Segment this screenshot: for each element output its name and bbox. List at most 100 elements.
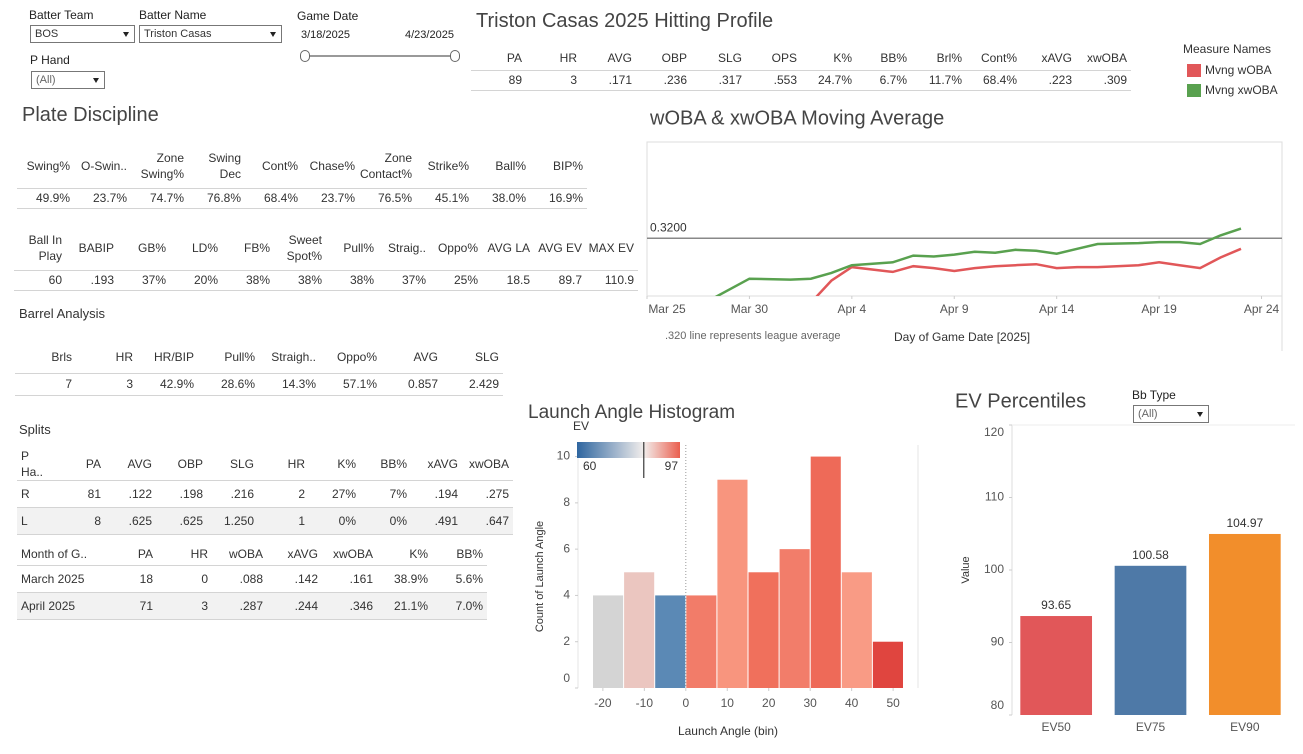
filter-label: Batter Team	[29, 8, 94, 22]
table-header: P Ha..	[21, 449, 44, 479]
table-cell: 38.0%	[491, 191, 526, 205]
table-header: BABIP	[78, 240, 114, 255]
table-cell: 3	[201, 598, 208, 613]
table: Month of G.. PA HR wOBA xAVG xwOBA K% BB% March …	[17, 543, 487, 620]
y-axis-label: Count of Launch Angle	[534, 521, 546, 632]
slider-handle[interactable]	[450, 50, 460, 62]
table-cell: .171	[608, 73, 632, 87]
section-title: Plate Discipline	[22, 104, 159, 126]
legend-swatch	[1187, 84, 1201, 97]
table-header: Straigh..	[271, 349, 316, 364]
table-header: OBP	[177, 457, 203, 471]
table-header: HR/BIP	[153, 349, 194, 364]
table-cell: 68.4%	[263, 191, 298, 205]
filter-label: Game Date	[297, 9, 359, 23]
table-cell: .236	[663, 73, 687, 87]
legend-title: EV	[573, 419, 589, 433]
chart-title: wOBA & xwOBA Moving Average	[649, 107, 944, 129]
table-cell: .198	[179, 487, 203, 501]
x-tick-label: 20	[762, 696, 776, 710]
value-label: 100.58	[1132, 548, 1169, 562]
slider-handle[interactable]	[300, 50, 310, 62]
table-header: BB%	[880, 50, 907, 65]
filter-label: Bb Type	[1132, 388, 1176, 402]
table-header: AVG	[127, 457, 152, 471]
x-tick-label: Mar 25	[648, 302, 686, 316]
table-header: SLG	[229, 457, 254, 471]
table-cell: 81	[87, 487, 101, 501]
table-row: April 2025 71 3 .287 .244 .346 21.1% 7.0%	[17, 592, 487, 619]
table-cell: 18.5	[506, 273, 530, 287]
dropdown[interactable]: BOS	[30, 25, 135, 43]
table-grid: Month of G.. PA HR wOBA xAVG xwOBA K% BB% March …	[17, 543, 487, 620]
table-header: Month of G..	[21, 546, 88, 561]
table-cell: 21.1%	[393, 598, 428, 613]
table-cell: R	[21, 487, 30, 501]
table-cell: 57.1%	[342, 377, 377, 391]
table-header: wOBA	[228, 546, 263, 561]
dropdown[interactable]: Triston Casas	[139, 25, 282, 43]
date-start: 3/18/2025	[301, 29, 350, 41]
table-header: Strike%	[427, 159, 469, 174]
y-tick-label: 0	[563, 671, 570, 685]
table-cell: 23.7%	[320, 191, 355, 205]
table-cell: 25%	[453, 273, 478, 287]
table-header: Ball In Play	[28, 232, 62, 263]
table-cell: 7.0%	[455, 598, 483, 613]
legend-max: 97	[665, 459, 679, 473]
dropdown[interactable]: (All)	[31, 71, 105, 89]
table-cell: 38.9%	[393, 571, 428, 586]
x-tick-label: 40	[845, 696, 859, 710]
y-axis-label: Value	[960, 556, 972, 583]
table-cell: 45.1%	[434, 191, 469, 205]
table-header: SLG	[474, 349, 499, 364]
table-cell: April 2025	[21, 598, 76, 613]
table-header: HR	[287, 457, 305, 471]
dropdown-value: (All)	[36, 74, 56, 86]
dropdown-value: (All)	[1138, 408, 1158, 420]
x-tick-label: 30	[804, 696, 818, 710]
table-cell: 110.9	[604, 273, 634, 287]
table-row: 60 .193 37% 20% 38% 38% 38% 37% 25% 18.5 89.7 110.9	[14, 270, 638, 290]
legend-label: Mvng wOBA	[1205, 63, 1272, 77]
color-ramp	[577, 442, 680, 458]
table-cell: 3	[570, 73, 577, 87]
table-cell: 18	[139, 571, 153, 586]
table-header: Oppo%	[336, 349, 377, 364]
histogram-bar	[841, 572, 872, 688]
table-cell: .275	[485, 487, 509, 501]
table-cell: 11.7%	[928, 73, 962, 87]
table-cell: .161	[349, 571, 373, 586]
table-header: HR	[559, 50, 577, 65]
y-tick-label: 2	[563, 634, 570, 648]
table-header: Swing%	[26, 159, 70, 174]
dropdown[interactable]: (All)	[1133, 405, 1209, 423]
table-cell: 1	[298, 514, 305, 528]
table-cell: March 2025	[21, 571, 85, 586]
table-cell: .088	[239, 571, 263, 586]
table-cell: 2.429	[468, 377, 499, 391]
table-header: AVG	[413, 349, 438, 364]
y-tick-label: 8	[563, 495, 570, 509]
y-tick-label: 90	[991, 635, 1005, 649]
y-tick-label: 80	[991, 698, 1005, 712]
table-cell: 60	[48, 273, 62, 287]
table-cell: 37%	[141, 273, 166, 287]
table-cell: .216	[230, 487, 254, 501]
table-cell: 0%	[389, 514, 407, 528]
slider-track	[305, 55, 455, 57]
x-tick-label: Mar 30	[731, 302, 769, 316]
table-cell: 49.9%	[35, 191, 70, 205]
dropdown-value: BOS	[35, 28, 59, 40]
table-cell: 1.250	[223, 514, 254, 528]
value-label: 104.97	[1226, 516, 1263, 530]
table-row: March 2025 18 0 .088 .142 .161 38.9% 5.6%	[17, 565, 487, 592]
table-header: PA	[506, 50, 522, 65]
table-row: 7 3 42.9% 28.6% 14.3% 57.1% 0.857 2.429	[15, 373, 503, 395]
table-header-row: Month of G.. PA HR wOBA xAVG xwOBA K% BB%	[17, 543, 487, 565]
y-tick-label: 120	[984, 425, 1004, 439]
table-header: Swing Dec	[208, 151, 241, 182]
x-tick-label: 50	[886, 696, 900, 710]
